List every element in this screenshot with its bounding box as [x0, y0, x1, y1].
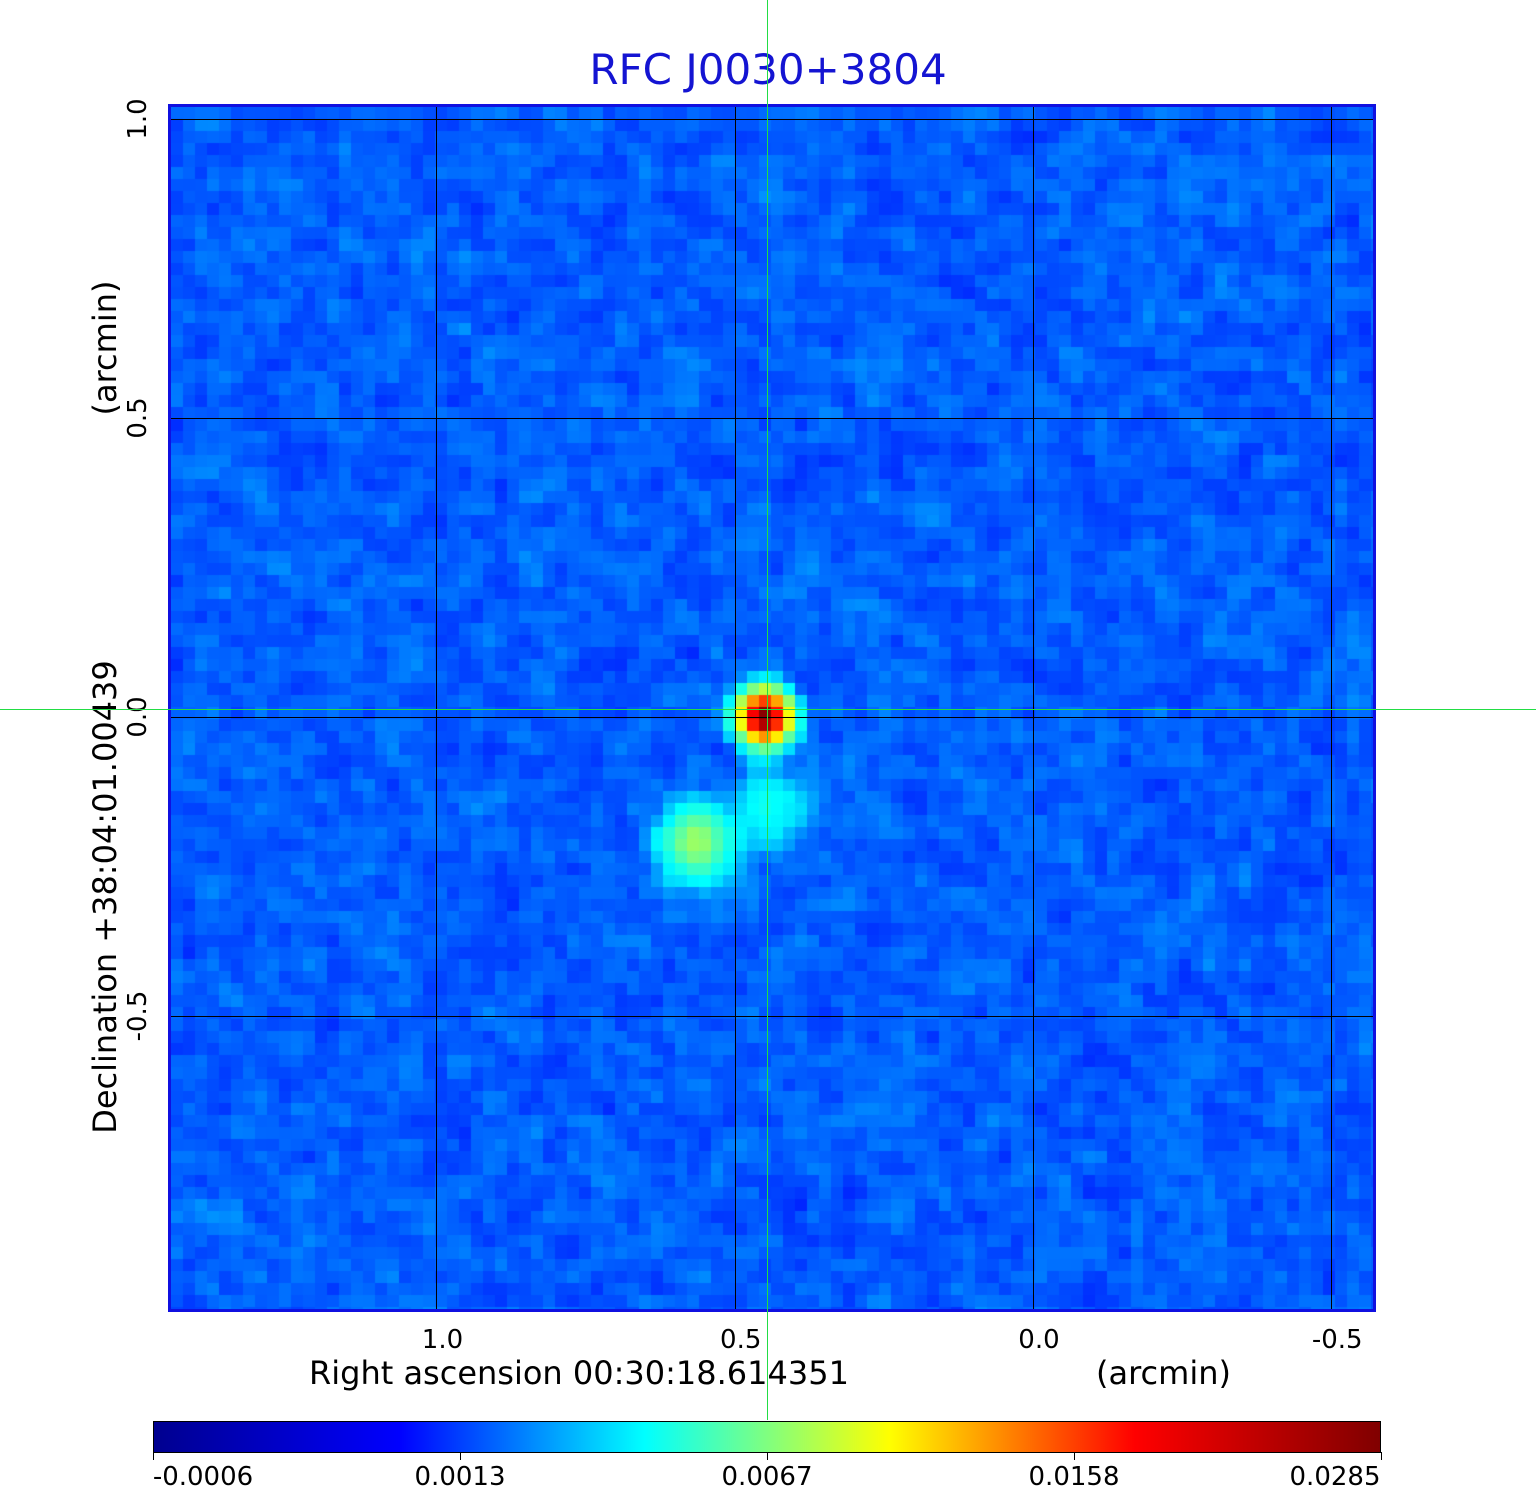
grid-line-dec-3	[171, 1015, 1373, 1017]
sky-image	[168, 104, 1376, 1312]
grid-line-ra-1	[734, 107, 736, 1309]
grid-line-ra-3	[1331, 107, 1333, 1309]
x-axis-unit: (arcmin)	[1096, 1354, 1231, 1392]
intensity-map	[171, 107, 1373, 1309]
x-tick-label: 1.0	[421, 1325, 464, 1355]
x-tick-label: 0.0	[1018, 1325, 1060, 1355]
y-tick-label: 1.0	[123, 98, 153, 140]
y-tick-label: 0.5	[123, 397, 153, 439]
crosshair-vertical	[767, 0, 768, 1420]
colorbar-tick-label: 0.0067	[721, 1462, 813, 1492]
colorbar-tick-mark	[767, 1452, 768, 1460]
colorbar-tick-label: 0.0158	[1028, 1462, 1120, 1492]
grid-line-dec-2	[171, 716, 1373, 718]
colorbar-tick-mark	[460, 1452, 461, 1460]
x-tick-label: -0.5	[1311, 1325, 1363, 1355]
grid-line-dec-1	[171, 417, 1373, 419]
colorbar	[153, 1421, 1381, 1453]
x-axis-label: Right ascension 00:30:18.614351	[309, 1354, 849, 1392]
grid-line-ra-0	[436, 107, 438, 1309]
colorbar-tick-mark	[1074, 1452, 1075, 1460]
x-tick-label: 0.5	[720, 1325, 762, 1355]
colorbar-tick-mark	[1381, 1452, 1382, 1460]
grid-line-dec-0	[171, 118, 1373, 120]
y-axis-unit: (arcmin)	[86, 280, 124, 416]
crosshair-horizontal	[0, 709, 1536, 710]
y-axis-label: Declination +38:04:01.00439	[86, 660, 124, 1134]
colorbar-tick-mark	[153, 1452, 154, 1460]
y-tick-label: 0.0	[123, 696, 153, 738]
chart-title: RFC J0030+3804	[589, 45, 947, 94]
grid-line-ra-2	[1032, 107, 1034, 1309]
colorbar-tick-label: 0.0285	[1289, 1462, 1381, 1492]
colorbar-tick-label: 0.0013	[414, 1462, 506, 1492]
y-tick-label: -0.5	[123, 990, 153, 1042]
colorbar-tick-label: -0.0006	[152, 1462, 254, 1492]
